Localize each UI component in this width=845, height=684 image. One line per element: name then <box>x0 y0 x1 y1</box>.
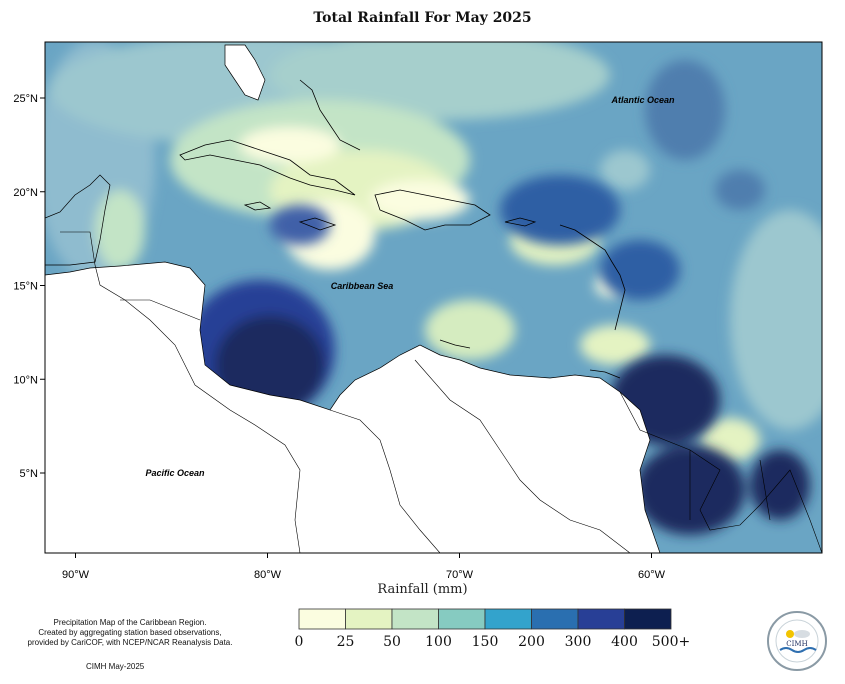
lon-tick-label: 70°W <box>446 569 474 581</box>
lat-tick-label: 20°N <box>13 187 38 199</box>
legend-swatch <box>345 608 393 630</box>
lat-tick-label: 15°N <box>13 281 38 293</box>
cimh-logo: CIMH <box>767 611 827 671</box>
caribbean-sea-label: Caribbean Sea <box>331 281 394 291</box>
credit-block: Precipitation Map of the Caribbean Regio… <box>10 618 250 648</box>
cimh-date-stamp: CIMH May-2025 <box>86 662 145 671</box>
legend-swatch <box>391 608 439 630</box>
pacific-ocean-label: Pacific Ocean <box>145 468 205 478</box>
lon-tick-label: 80°W <box>254 569 282 581</box>
legend-label: 200 <box>518 634 545 650</box>
x-axis-label: Rainfall (mm) <box>377 582 468 597</box>
lat-tick-label: 25°N <box>13 93 38 105</box>
sun-icon <box>786 630 794 638</box>
legend-label: 50 <box>383 634 401 650</box>
logo-text: CIMH <box>786 640 807 648</box>
legend-swatch <box>577 608 625 630</box>
legend-label: 300 <box>564 634 592 650</box>
cloud-icon <box>794 630 810 638</box>
country-borders <box>60 231 822 553</box>
lat-tick-label: 10°N <box>13 374 38 386</box>
atlantic-ocean-label: Atlantic Ocean <box>610 95 675 105</box>
legend-swatch <box>298 608 346 630</box>
credit-line-3: provided by CariCOF, with NCEP/NCAR Rean… <box>27 638 233 647</box>
legend-swatch <box>531 608 579 630</box>
rainfall-field <box>45 42 822 553</box>
land-mask <box>45 44 661 553</box>
map-frame <box>44 41 823 554</box>
legend-swatch <box>624 608 672 630</box>
legend-swatch <box>438 608 486 630</box>
legend-label: 500+ <box>651 634 691 650</box>
map-title: Total Rainfall For May 2025 <box>313 10 532 26</box>
credit-line-2: Created by aggregating station based obs… <box>38 628 222 637</box>
legend-swatch <box>484 608 532 630</box>
wave-icon <box>779 647 817 653</box>
legend-label: 100 <box>425 634 452 650</box>
islands <box>179 79 626 379</box>
rainfall-legend <box>298 608 672 630</box>
legend-label: 400 <box>611 634 638 650</box>
lon-tick-label: 90°W <box>62 569 90 581</box>
legend-label: 25 <box>336 634 355 650</box>
legend-label: 150 <box>471 634 499 650</box>
latitude-ticks: 25°N 20°N 15°N 10°N 5°N <box>13 93 45 480</box>
lon-tick-label: 60°W <box>638 569 666 581</box>
lat-tick-label: 5°N <box>20 468 39 480</box>
legend-label: 0 <box>294 634 304 650</box>
longitude-ticks: 90°W 80°W 70°W 60°W <box>62 553 666 581</box>
credit-line-1: Precipitation Map of the Caribbean Regio… <box>53 618 207 627</box>
